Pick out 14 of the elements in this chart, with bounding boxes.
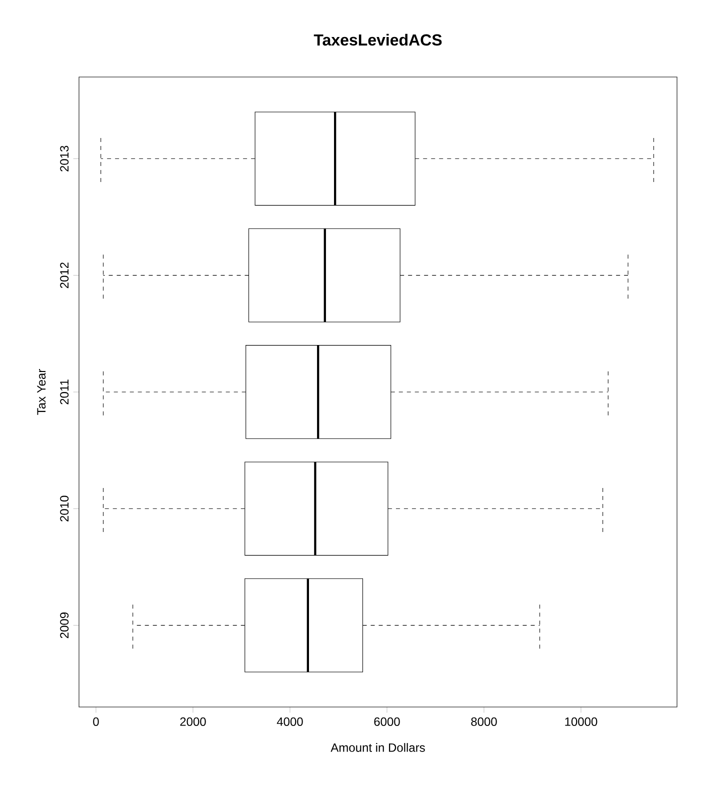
x-tick-label: 4000 xyxy=(276,717,303,726)
x-tick-label: 6000 xyxy=(374,717,400,726)
x-axis-title: Amount in Dollars xyxy=(330,743,425,752)
x-tick-label: 10000 xyxy=(565,717,598,726)
y-axis-title: Tax Year xyxy=(37,369,46,415)
x-tick-label: 8000 xyxy=(471,717,497,726)
y-tick-label: 2010 xyxy=(60,496,69,522)
chart-title: TaxesLeviedACS xyxy=(314,34,442,46)
x-tick-label: 0 xyxy=(93,717,99,726)
x-tick-label: 2000 xyxy=(180,717,206,726)
y-tick-label: 2011 xyxy=(60,380,69,404)
y-tick-label: 2013 xyxy=(60,146,69,172)
y-tick-label: 2012 xyxy=(60,262,69,288)
y-tick-label: 2009 xyxy=(60,612,69,638)
